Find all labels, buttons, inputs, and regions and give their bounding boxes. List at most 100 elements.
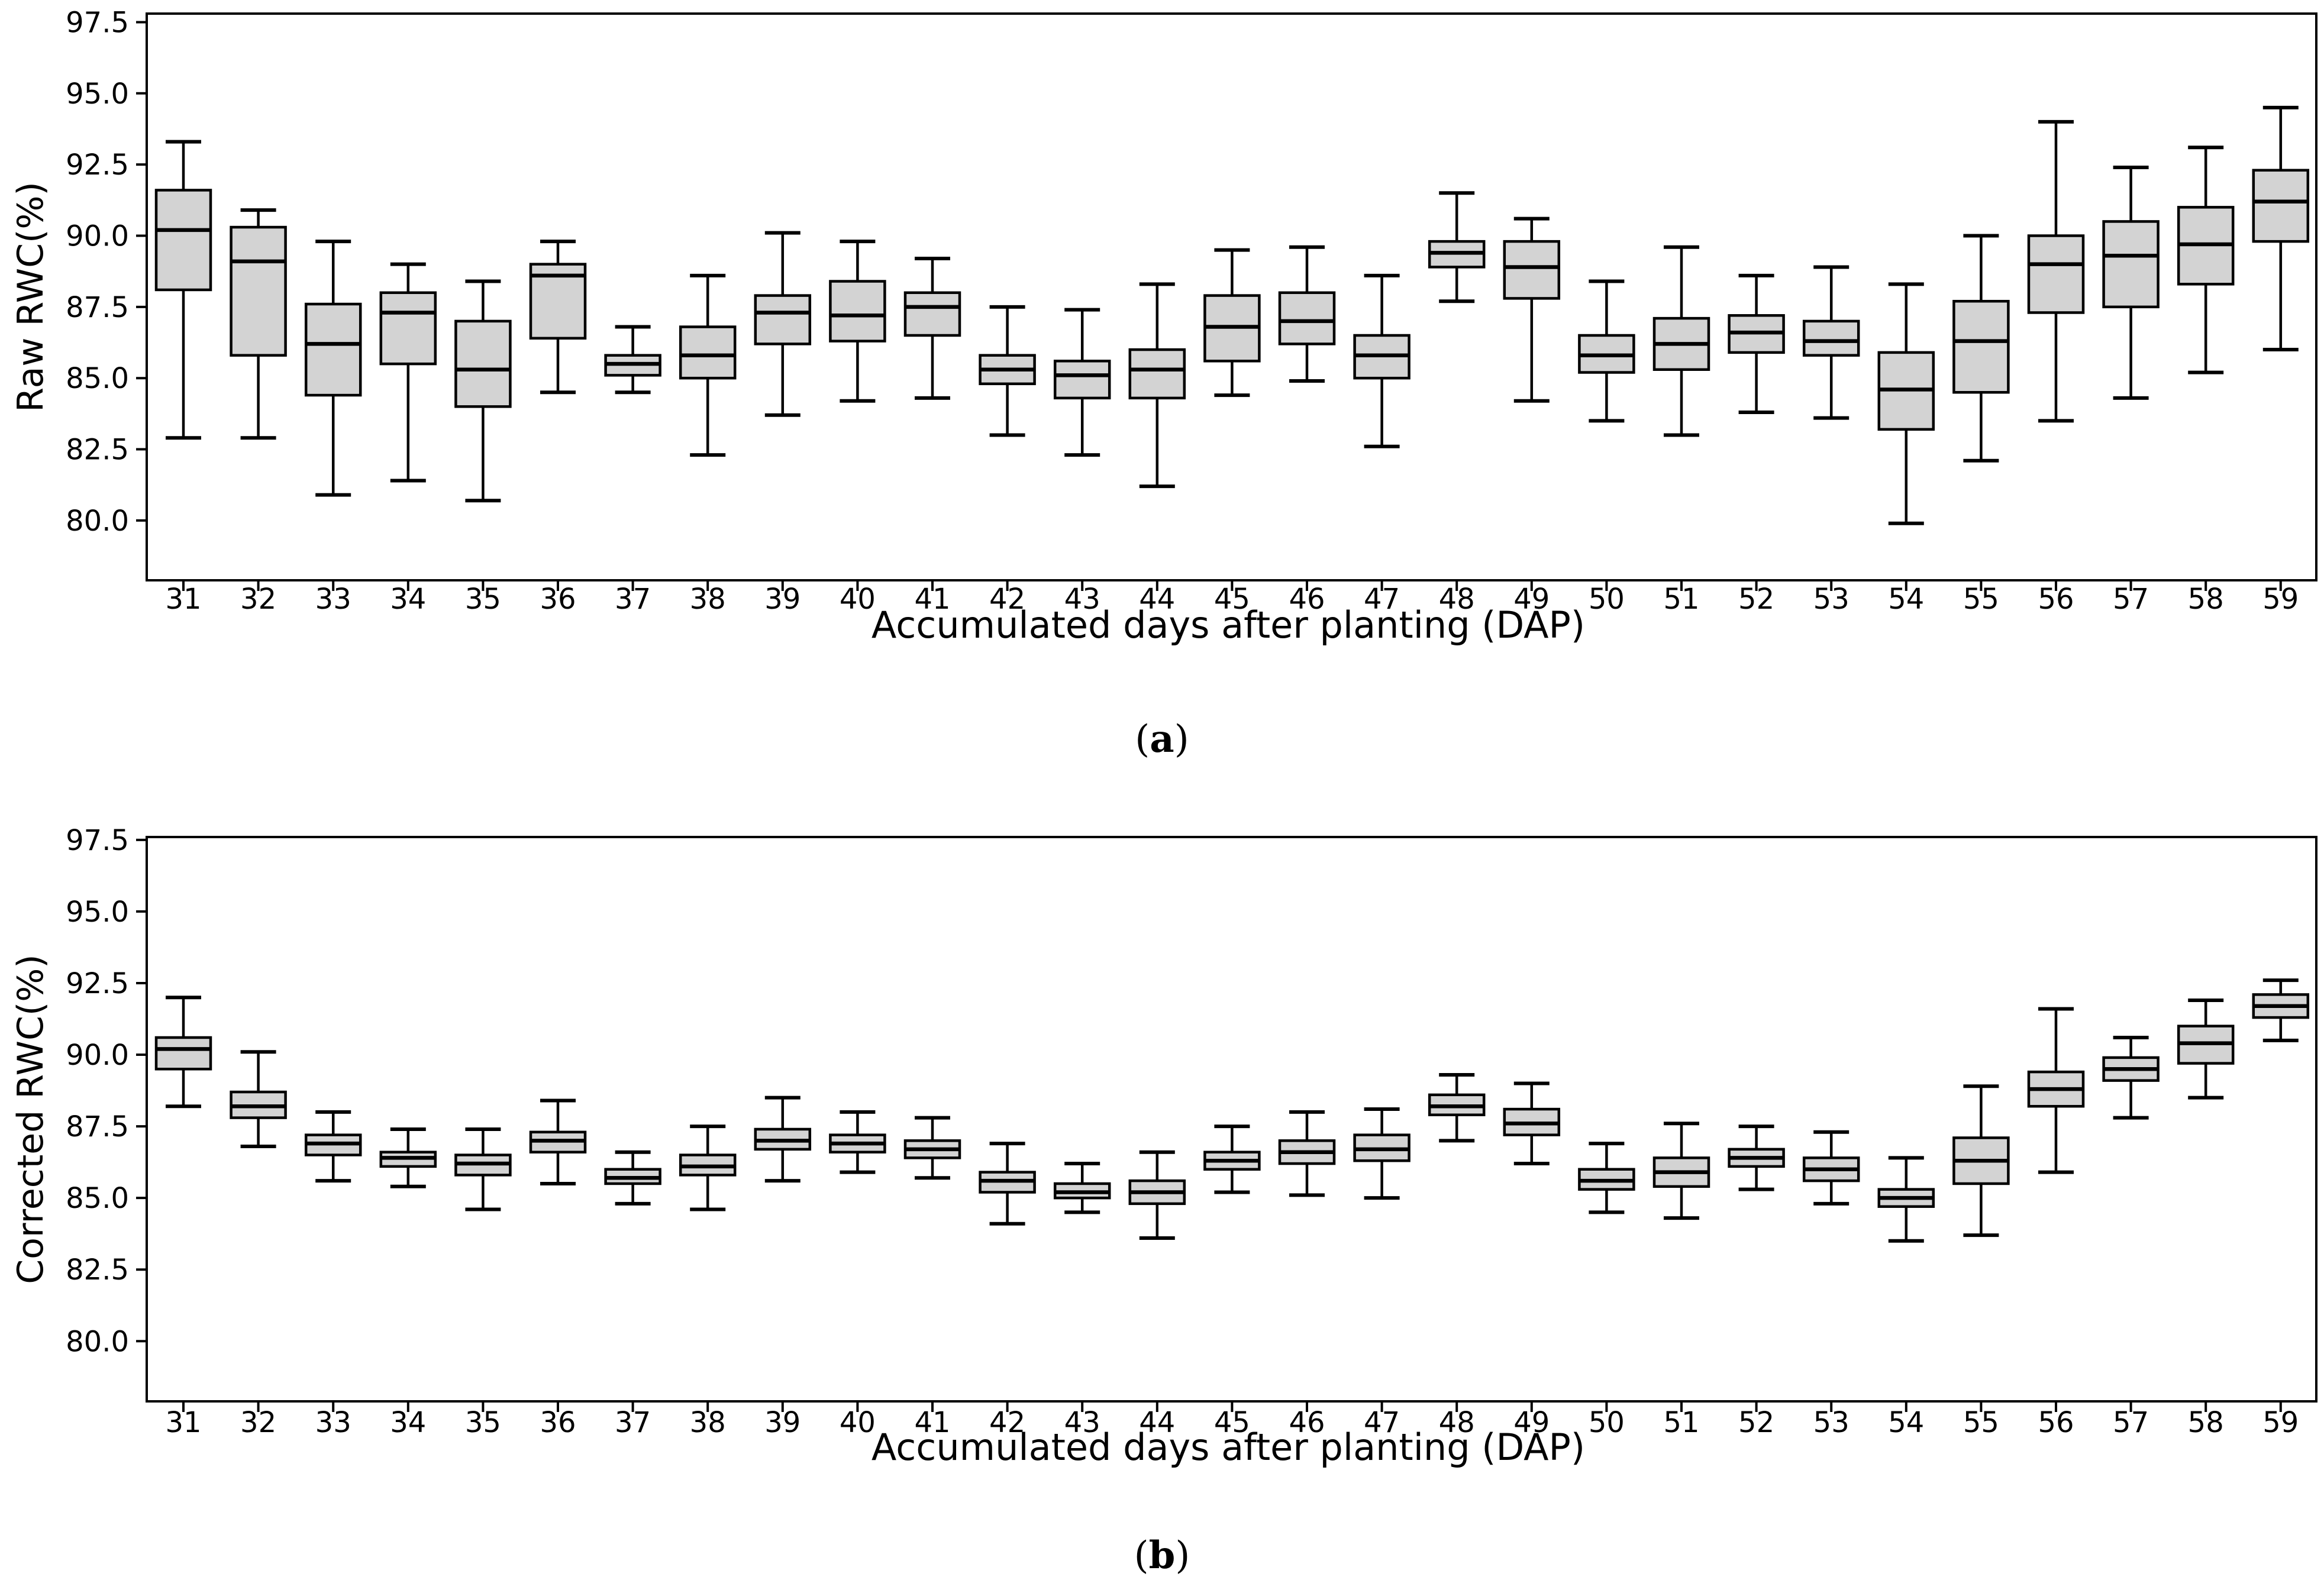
boxplot-panel-b: 80.0 82.5 85.0 87.5 90.0 92.5 95.0 97.5 31 32 33 34… [66, 824, 2317, 1439]
box-a-49 [1503, 217, 1561, 403]
box-iqr [1503, 240, 1561, 300]
x-tick-label-b: 50 [1589, 1406, 1625, 1439]
x-axis-title-b: Accumulated days after planting (DAP) [872, 1426, 1585, 1469]
y-tick-label-a: 80.0 [66, 505, 129, 538]
box-a-48 [1428, 191, 1486, 303]
box-a-40 [829, 240, 886, 403]
box-iqr [154, 189, 212, 292]
x-tick-label-a: 31 [165, 583, 201, 616]
x-tick-label-b: 36 [540, 1406, 576, 1439]
box-b-32 [230, 1050, 287, 1149]
caption-b-paren-open: ( [1134, 1534, 1149, 1578]
box-b-42 [979, 1142, 1036, 1226]
y-tick-label-a: 82.5 [66, 434, 129, 467]
x-tick-label-b: 51 [1663, 1406, 1699, 1439]
box-b-49 [1503, 1081, 1561, 1166]
box-a-52 [1728, 273, 1785, 414]
box-b-40 [829, 1110, 886, 1174]
x-tick-label-a: 43 [1064, 583, 1100, 616]
caption-b-letter: b [1148, 1533, 1176, 1578]
box-iqr [754, 294, 812, 345]
x-tick-label-a: 59 [2262, 583, 2299, 616]
box-b-50 [1578, 1142, 1635, 1214]
box-b-44 [1128, 1150, 1186, 1240]
box-b-41 [903, 1116, 961, 1180]
box-a-53 [1802, 265, 1860, 420]
box-a-42 [979, 305, 1036, 437]
box-b-58 [2177, 999, 2235, 1100]
box-iqr [154, 1036, 212, 1071]
x-tick-label-b: 53 [1813, 1406, 1849, 1439]
boxplot-panel-a: 80.0 82.5 85.0 87.5 90.0 92.5 95.0 97.5 31 32 33 34… [66, 6, 2317, 616]
box-a-45 [1203, 248, 1261, 398]
x-tick-label-a: 56 [2038, 583, 2074, 616]
box-b-47 [1353, 1107, 1410, 1200]
box-iqr [903, 291, 961, 337]
box-b-55 [1952, 1084, 2010, 1237]
box-iqr [679, 325, 737, 380]
x-tick-label-a: 37 [615, 583, 651, 616]
x-tick-label-a: 33 [315, 583, 351, 616]
caption-a-letter: a [1150, 717, 1174, 761]
y-tick-label-b: 95.0 [66, 896, 129, 929]
x-tick-label-b: 58 [2188, 1406, 2224, 1439]
x-tick-label-b: 44 [1139, 1406, 1175, 1439]
box-b-56 [2027, 1007, 2085, 1174]
box-a-57 [2102, 165, 2160, 400]
y-tick-label-a: 92.5 [66, 148, 129, 182]
y-tick-label-a: 97.5 [66, 6, 129, 39]
x-tick-label-b: 56 [2038, 1406, 2074, 1439]
box-a-43 [1053, 308, 1111, 457]
box-iqr [1952, 299, 2010, 394]
box-a-35 [454, 279, 512, 503]
x-tick-label-a: 42 [989, 583, 1025, 616]
x-tick-label-a: 53 [1813, 583, 1849, 616]
x-tick-label-a: 36 [540, 583, 576, 616]
y-tick-label-b: 85.0 [66, 1182, 129, 1215]
box-a-36 [529, 240, 587, 395]
box-b-33 [304, 1110, 362, 1183]
caption-a-paren-open: ( [1135, 718, 1150, 761]
box-iqr [2027, 234, 2085, 314]
box-a-59 [2252, 105, 2310, 352]
x-tick-label-a: 44 [1139, 583, 1175, 616]
x-tick-label-b: 37 [615, 1406, 651, 1439]
box-b-48 [1428, 1072, 1486, 1143]
box-b-43 [1053, 1162, 1111, 1214]
box-a-55 [1952, 234, 2010, 463]
box-b-46 [1278, 1110, 1336, 1197]
x-tick-label-b: 31 [165, 1406, 201, 1439]
x-axis-title-a: Accumulated days after planting (DAP) [872, 603, 1585, 647]
x-tick-label-a: 39 [764, 583, 801, 616]
panel-caption-a: (a) [0, 717, 2324, 761]
x-tick-label-b: 57 [2113, 1406, 2149, 1439]
caption-b-paren-close: ) [1175, 1534, 1190, 1578]
box-a-56 [2027, 119, 2085, 423]
box-b-51 [1652, 1122, 1710, 1220]
x-tick-label-a: 57 [2113, 583, 2149, 616]
y-tick-label-b: 92.5 [66, 967, 129, 1000]
box-a-31 [154, 140, 212, 440]
box-iqr [829, 280, 886, 342]
y-axis-title-b: Corrected RWC(%) [10, 954, 51, 1284]
x-tick-label-a: 46 [1289, 583, 1325, 616]
box-a-50 [1578, 279, 1635, 423]
box-b-38 [679, 1125, 737, 1211]
box-b-54 [1877, 1156, 1935, 1243]
box-iqr [379, 291, 437, 366]
y-axis-title-a: Raw RWC(%) [10, 182, 51, 412]
y-tick-label-b: 80.0 [66, 1325, 129, 1358]
x-tick-label-b: 42 [989, 1406, 1025, 1439]
x-tick-label-a: 41 [914, 583, 950, 616]
box-a-54 [1877, 282, 1935, 525]
x-tick-label-a: 40 [840, 583, 876, 616]
box-b-45 [1203, 1125, 1261, 1194]
y-tick-label-a: 85.0 [66, 362, 129, 395]
y-tick-label-b: 90.0 [66, 1039, 129, 1072]
panel-caption-b: (b) [0, 1533, 2324, 1578]
x-tick-label-a: 45 [1214, 583, 1250, 616]
x-tick-label-a: 52 [1738, 583, 1774, 616]
box-a-32 [230, 208, 287, 440]
